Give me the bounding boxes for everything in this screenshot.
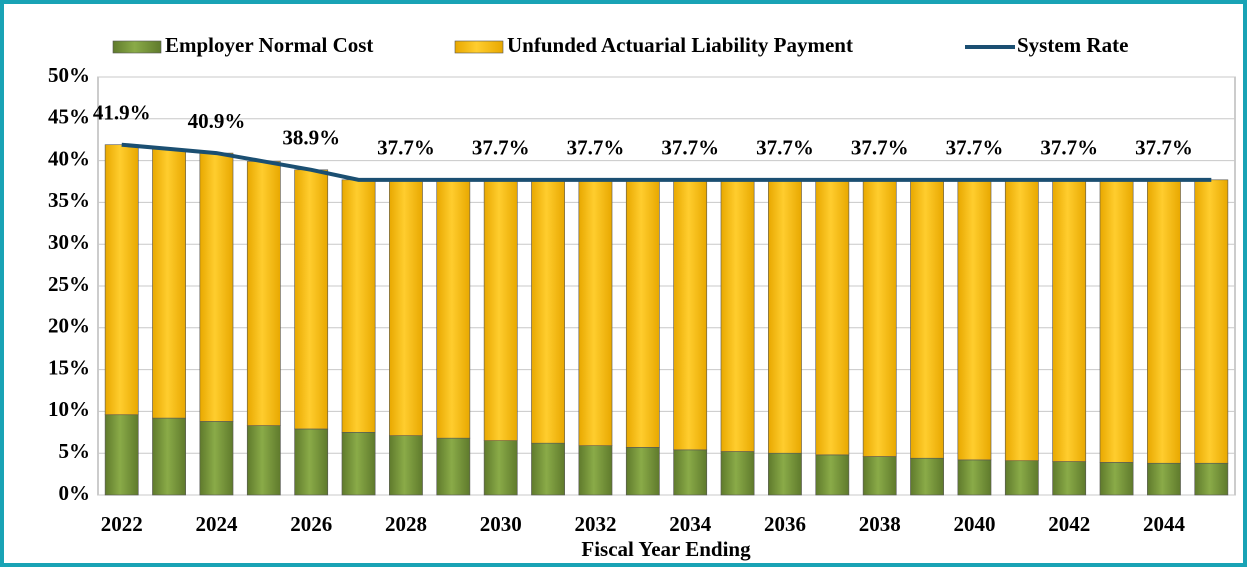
data-label: 37.7% (756, 136, 814, 160)
data-label: 37.7% (946, 136, 1004, 160)
bar-segment (389, 435, 423, 496)
data-label: 41.9% (93, 101, 151, 125)
x-tick-label: 2030 (480, 512, 522, 536)
bar-segment (152, 417, 186, 496)
data-label: 37.7% (377, 136, 435, 160)
bar-segment (1147, 179, 1181, 464)
x-tick-label: 2024 (195, 512, 238, 536)
bar-segment (625, 447, 660, 496)
legend-label: System Rate (1017, 33, 1128, 57)
bar-segment (483, 179, 518, 441)
legend-swatch (112, 40, 162, 54)
data-label: 37.7% (567, 136, 625, 160)
bar-segment (199, 152, 234, 422)
y-tick-label: 40% (48, 146, 90, 170)
bar-segment (815, 454, 850, 496)
bar-segment (957, 459, 992, 496)
bar-segment (152, 148, 186, 419)
bar-segment (673, 449, 708, 496)
bar-segment (531, 442, 565, 496)
bar-segment (1099, 179, 1134, 463)
bar-segment (673, 179, 708, 451)
y-tick-label: 20% (48, 314, 90, 338)
bar-segment (768, 179, 802, 454)
data-label: 38.9% (282, 126, 340, 150)
bar-segment (294, 428, 329, 496)
bar-segment (910, 179, 944, 459)
bar-segment (862, 179, 897, 457)
bar-segment (531, 179, 565, 444)
bar-segment (578, 179, 613, 446)
bar-segment (1099, 462, 1134, 496)
bar-segment (483, 440, 518, 496)
bar-segment (862, 456, 897, 496)
bar-segment (436, 437, 471, 496)
y-tick-label: 25% (48, 272, 90, 296)
line (121, 142, 1212, 182)
y-tick-label: 10% (48, 397, 90, 421)
bar-segment (104, 144, 139, 416)
x-tick-label: 2038 (859, 512, 901, 536)
bar-segment (578, 445, 613, 496)
legend-label: Unfunded Actuarial Liability Payment (507, 33, 853, 57)
bar-segment (957, 179, 992, 461)
bar-segment (1052, 179, 1087, 462)
bar-segment (246, 161, 281, 426)
bar-segment (1004, 179, 1039, 462)
x-tick-label: 2022 (101, 512, 143, 536)
legend-swatch (454, 40, 504, 54)
data-label: 37.7% (851, 136, 909, 160)
bar-segment (199, 421, 234, 496)
bar-segment (436, 179, 471, 439)
bar-segment (389, 179, 423, 436)
data-label: 37.7% (1135, 136, 1193, 160)
y-tick-label: 50% (48, 63, 90, 87)
y-tick-label: 35% (48, 188, 90, 212)
data-label: 37.7% (1040, 136, 1098, 160)
x-tick-label: 2036 (764, 512, 806, 536)
bar-segment (1004, 460, 1039, 496)
x-tick-label: 2040 (953, 512, 995, 536)
data-label: 37.7% (661, 136, 719, 160)
bar-segment (341, 179, 376, 433)
bar-segment (1194, 179, 1229, 464)
data-label: 37.7% (472, 136, 530, 160)
bar-segment (910, 457, 944, 496)
bar-segment (246, 425, 281, 496)
x-tick-label: 2032 (574, 512, 616, 536)
bar-segment (768, 452, 802, 496)
bar-segment (1194, 462, 1229, 496)
x-tick-label: 2034 (669, 512, 712, 536)
bar-segment (720, 179, 755, 452)
bar-segment (1052, 461, 1087, 496)
y-tick-label: 5% (59, 439, 91, 463)
x-tick-label: 2028 (385, 512, 427, 536)
x-axis-title: Fiscal Year Ending (581, 537, 751, 561)
y-tick-label: 45% (48, 105, 90, 129)
bar-segment (104, 414, 139, 496)
bar-segment (294, 169, 329, 430)
y-tick-label: 15% (48, 355, 90, 379)
bar-segment (625, 179, 660, 448)
bar-segment (720, 451, 755, 496)
x-tick-label: 2044 (1143, 512, 1186, 536)
bar-segment (815, 179, 850, 456)
legend-label: Employer Normal Cost (165, 33, 373, 57)
x-tick-label: 2026 (290, 512, 332, 536)
data-label: 40.9% (188, 109, 246, 133)
bar-segment (1147, 462, 1181, 496)
y-tick-label: 0% (59, 481, 91, 505)
y-tick-label: 30% (48, 230, 90, 254)
x-tick-label: 2042 (1048, 512, 1090, 536)
bar-segment (341, 431, 376, 496)
